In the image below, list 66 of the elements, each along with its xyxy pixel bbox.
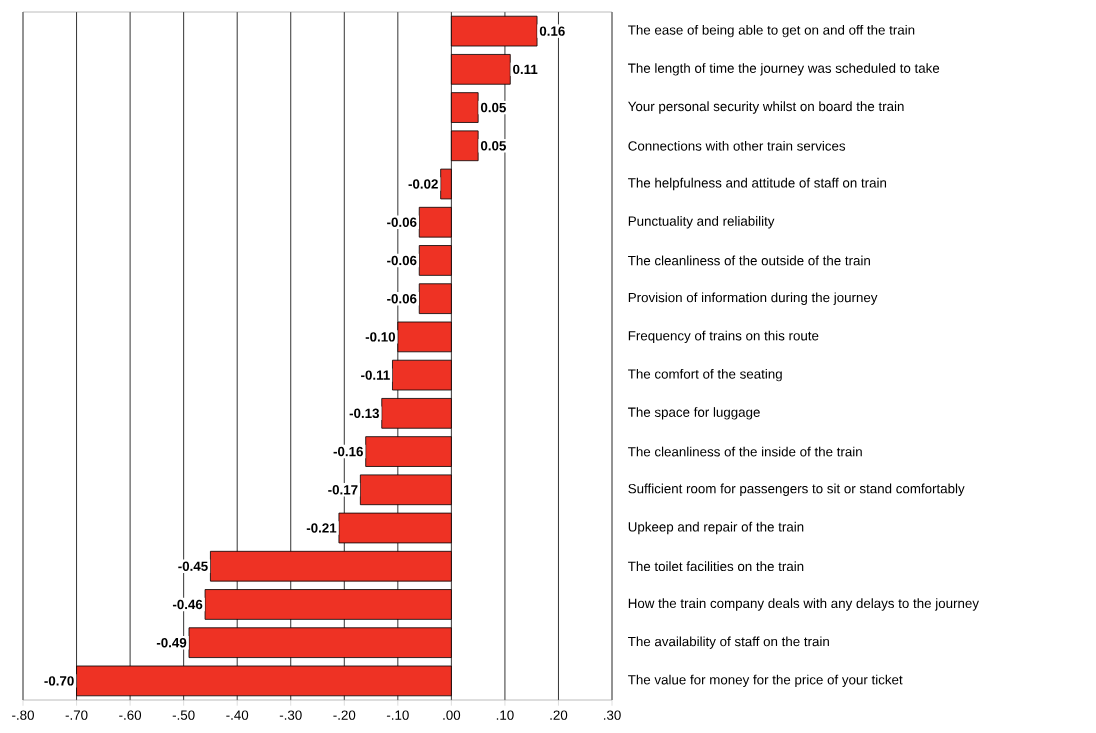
data-label: -0.70: [44, 676, 74, 686]
y-tick-label: Your personal security whilst on board the train: [628, 101, 904, 114]
data-label: -0.06: [387, 293, 417, 304]
x-tick-label: .30: [603, 710, 621, 720]
data-label: 0.05: [480, 102, 506, 113]
y-tick-label: Provision of information during the journey: [628, 292, 878, 305]
data-label: -0.16: [333, 446, 363, 457]
x-tick-label: -.20: [333, 710, 356, 720]
bar: [450, 15, 538, 47]
bar: [359, 474, 452, 506]
data-label: 0.16: [539, 26, 565, 36]
y-tick-label: Punctuality and reliability: [628, 216, 775, 229]
bar: [381, 398, 452, 429]
bar: [204, 589, 452, 620]
data-label: -0.13: [349, 408, 380, 419]
y-tick-label: The ease of being able to get on and off the train: [628, 24, 915, 38]
data-label: -0.45: [178, 561, 208, 571]
bar: [450, 92, 479, 123]
bar: [440, 168, 452, 200]
bar: [365, 436, 452, 467]
y-tick-label: The comfort of the seating: [628, 368, 782, 382]
data-label: -0.02: [408, 179, 438, 189]
bar: [397, 321, 452, 353]
x-tick-label: -.10: [386, 710, 409, 720]
x-tick-label: .10: [496, 710, 514, 720]
y-tick-label: The cleanliness of the outside of the train: [628, 255, 870, 266]
bar: [418, 245, 452, 276]
y-tick-label: The cleanliness of the inside of the train: [628, 446, 862, 457]
x-tick-label: .00: [443, 710, 461, 720]
bar: [450, 54, 511, 85]
data-label: -0.46: [172, 599, 203, 610]
y-tick-label: The space for luggage: [628, 407, 760, 420]
data-label: -0.11: [361, 370, 390, 380]
y-tick-label: The toilet facilities on the train: [628, 561, 804, 572]
x-tick-label: -.70: [65, 710, 88, 720]
y-tick-label: Connections with other train services: [628, 140, 846, 151]
bar: [76, 665, 452, 697]
y-tick-label: Sufficient room for passengers to sit or stand comfortably: [628, 483, 965, 496]
x-tick-label: -.80: [12, 710, 34, 720]
data-label: -0.21: [306, 523, 337, 533]
y-tick-label: Upkeep and repair of the train: [628, 521, 804, 535]
bar: [210, 550, 452, 582]
x-tick-label: -.30: [279, 710, 302, 720]
bar: [392, 359, 452, 391]
bar: [418, 283, 452, 314]
x-tick-label: -.40: [226, 710, 249, 720]
y-tick-label: The length of time the journey was scheduled to take: [628, 63, 940, 76]
y-tick-label: The availability of staff on the train: [628, 636, 829, 649]
data-label: -0.49: [156, 637, 187, 648]
bar: [418, 206, 452, 238]
bar: [450, 130, 479, 162]
x-tick-label: -.60: [119, 710, 142, 720]
x-tick-label: .20: [550, 710, 568, 720]
y-tick-label: The helpfulness and attitude of staff on train: [628, 177, 887, 191]
x-tick-label: -.50: [172, 710, 195, 720]
y-tick-label: Frequency of trains on this route: [628, 330, 819, 344]
bar: [188, 627, 452, 658]
data-label: -0.06: [387, 217, 417, 227]
data-label: 0.11: [513, 64, 538, 75]
y-tick-label: How the train company deals with any delays to the journey: [628, 598, 979, 611]
y-tick-label: The value for money for the price of your ticket: [628, 674, 903, 688]
data-label: -0.10: [365, 332, 396, 342]
data-label: -0.17: [328, 485, 358, 495]
data-label: 0.05: [480, 141, 506, 151]
data-label: -0.06: [387, 255, 417, 266]
bar: [338, 512, 452, 544]
